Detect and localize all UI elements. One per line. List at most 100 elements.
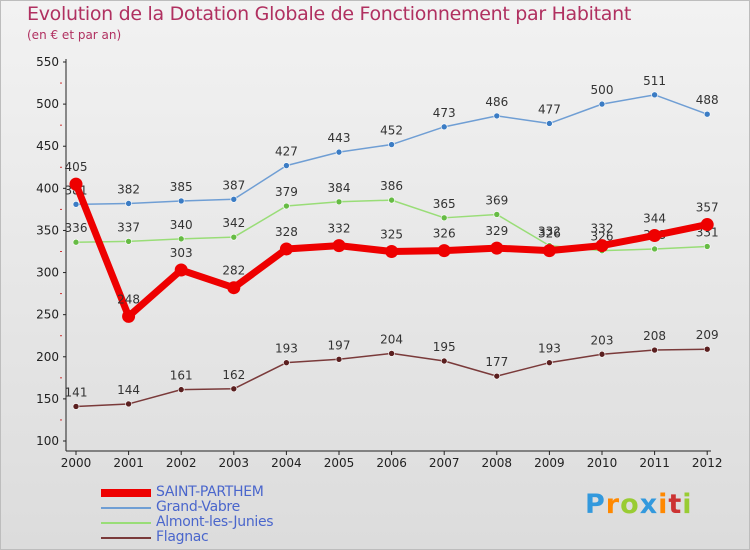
data-point-saint-parthem <box>542 244 556 258</box>
data-point-grand-vabre <box>72 201 80 208</box>
data-point-flagnac <box>493 372 501 380</box>
data-label-grand-vabre: 486 <box>485 95 508 109</box>
proxiti-logo: Proxiti <box>585 489 693 520</box>
data-point-flagnac <box>72 403 80 410</box>
x-tick-label: 2010 <box>587 456 618 470</box>
legend-swatch-almont-les-junies <box>101 522 151 524</box>
y-tick-label: 300 <box>36 266 59 280</box>
data-label-saint-parthem: 328 <box>275 225 298 239</box>
data-label-flagnac: 144 <box>117 383 140 397</box>
y-tick-label: 100 <box>36 434 59 448</box>
data-point-almont-les-junies <box>703 243 711 250</box>
data-point-grand-vabre <box>177 197 185 205</box>
data-point-almont-les-junies <box>493 211 501 218</box>
data-point-grand-vabre <box>125 200 132 207</box>
data-label-saint-parthem: 332 <box>328 222 351 236</box>
legend-label-flagnac: Flagnac <box>156 529 209 545</box>
data-label-saint-parthem: 282 <box>222 264 245 278</box>
data-point-saint-parthem <box>385 245 399 258</box>
logo-letter: t <box>668 489 683 520</box>
data-point-grand-vabre <box>493 112 501 120</box>
data-point-saint-parthem <box>700 218 714 232</box>
data-point-almont-les-junies <box>335 198 343 206</box>
x-tick-label: 2002 <box>166 456 197 470</box>
data-label-almont-les-junies: 369 <box>485 193 508 207</box>
legend-label-saint-parthem: SAINT-PARTHEM <box>156 484 264 500</box>
data-label-almont-les-junies: 337 <box>117 220 140 234</box>
data-label-flagnac: 197 <box>328 338 351 352</box>
data-point-flagnac <box>388 350 395 357</box>
chart-subtitle: (en € et par an) <box>27 28 122 42</box>
data-label-grand-vabre: 488 <box>696 93 719 107</box>
logo-letter: i <box>682 489 693 520</box>
y-tick-label: 150 <box>36 392 59 406</box>
data-point-grand-vabre <box>598 100 606 108</box>
data-label-grand-vabre: 511 <box>643 74 666 88</box>
data-point-almont-les-junies <box>72 238 80 246</box>
data-point-almont-les-junies <box>651 245 658 253</box>
data-label-saint-parthem: 357 <box>696 201 719 215</box>
data-point-almont-les-junies <box>177 235 185 243</box>
data-label-grand-vabre: 443 <box>328 131 351 145</box>
data-point-saint-parthem <box>648 228 662 242</box>
logo-letter: x <box>639 489 659 520</box>
data-point-flagnac <box>230 385 238 393</box>
data-label-flagnac: 177 <box>485 355 508 369</box>
x-tick-label: 2012 <box>692 456 723 470</box>
data-label-saint-parthem: 248 <box>117 292 140 306</box>
data-label-grand-vabre: 500 <box>591 83 614 97</box>
x-tick-label: 2008 <box>482 456 513 470</box>
logo-letter: r <box>605 489 621 520</box>
data-point-flagnac <box>440 357 448 365</box>
chart-title: Evolution de la Dotation Globale de Fonc… <box>27 3 632 25</box>
legend-swatch-grand-vabre <box>101 507 151 509</box>
data-point-saint-parthem <box>595 239 609 253</box>
data-label-grand-vabre: 387 <box>222 178 245 192</box>
data-point-grand-vabre <box>230 195 238 203</box>
data-label-saint-parthem: 326 <box>538 227 561 241</box>
data-label-grand-vabre: 385 <box>170 180 193 194</box>
y-tick-label: 250 <box>36 308 59 322</box>
data-point-flagnac <box>335 356 343 363</box>
data-label-almont-les-junies: 342 <box>222 216 245 230</box>
x-tick-label: 2001 <box>113 456 144 470</box>
data-label-saint-parthem: 325 <box>380 228 403 242</box>
data-point-grand-vabre <box>335 148 343 156</box>
data-point-grand-vabre <box>546 120 553 127</box>
data-label-grand-vabre: 477 <box>538 102 561 116</box>
logo-letter: i <box>658 489 669 520</box>
data-point-flagnac <box>651 346 658 354</box>
data-point-grand-vabre <box>703 110 711 118</box>
data-label-flagnac: 208 <box>643 329 666 343</box>
data-label-almont-les-junies: 365 <box>433 197 456 211</box>
data-label-grand-vabre: 427 <box>275 145 298 159</box>
y-tick-label: 550 <box>36 55 59 69</box>
data-point-flagnac <box>283 359 290 366</box>
data-point-saint-parthem <box>122 309 136 323</box>
data-point-saint-parthem <box>332 239 346 253</box>
data-label-almont-les-junies: 379 <box>275 185 298 199</box>
legend-swatch-flagnac <box>101 537 151 539</box>
data-label-almont-les-junies: 386 <box>380 179 403 193</box>
x-tick-label: 2004 <box>271 456 302 470</box>
data-point-flagnac <box>125 400 132 408</box>
x-tick-label: 2000 <box>61 456 92 470</box>
data-point-saint-parthem <box>279 242 293 256</box>
y-tick-label: 400 <box>36 181 59 195</box>
x-tick-label: 2005 <box>324 456 355 470</box>
y-tick-label: 200 <box>36 350 59 364</box>
data-point-saint-parthem <box>174 263 188 277</box>
data-label-almont-les-junies: 340 <box>170 218 193 232</box>
data-point-saint-parthem <box>227 281 241 295</box>
data-label-saint-parthem: 405 <box>65 160 88 174</box>
x-tick-label: 2003 <box>219 456 250 470</box>
y-tick-label: 500 <box>36 97 59 111</box>
data-label-saint-parthem: 326 <box>433 227 456 241</box>
data-label-grand-vabre: 473 <box>433 106 456 120</box>
data-label-flagnac: 162 <box>222 368 245 382</box>
data-label-flagnac: 193 <box>538 342 561 356</box>
data-point-flagnac <box>703 345 711 353</box>
data-point-almont-les-junies <box>125 238 132 245</box>
data-point-grand-vabre <box>388 141 395 148</box>
